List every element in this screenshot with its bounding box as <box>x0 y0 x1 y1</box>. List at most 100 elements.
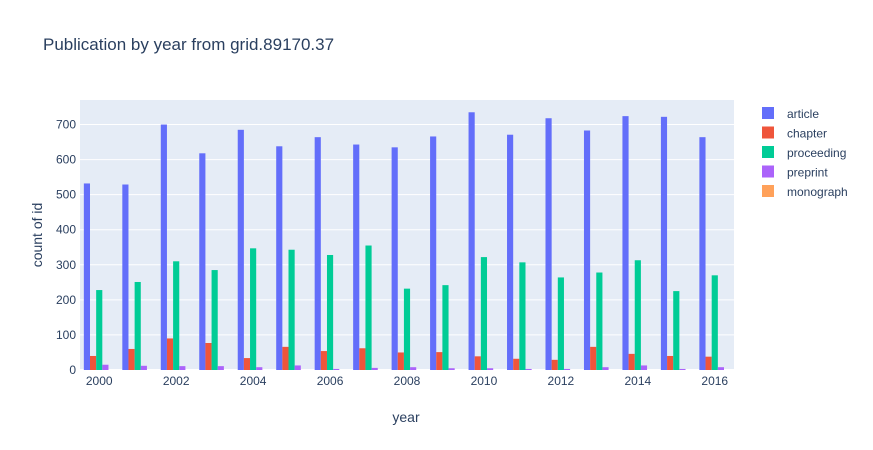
bar-proceeding[interactable] <box>135 282 141 370</box>
bar-chapter[interactable] <box>513 359 519 370</box>
bar-article[interactable] <box>392 147 398 370</box>
bar-chapter[interactable] <box>552 360 558 370</box>
bar-article[interactable] <box>584 131 590 370</box>
legend-swatch <box>762 185 774 197</box>
y-tick-label: 100 <box>56 328 76 342</box>
x-tick-label: 2012 <box>548 374 575 388</box>
bar-preprint[interactable] <box>525 369 531 370</box>
bar-chapter[interactable] <box>629 354 635 370</box>
bar-chapter[interactable] <box>167 338 173 370</box>
bar-proceeding[interactable] <box>96 290 102 370</box>
bar-proceeding[interactable] <box>173 261 179 370</box>
x-axis-title: year <box>392 409 420 425</box>
bar-proceeding[interactable] <box>442 285 448 370</box>
bar-preprint[interactable] <box>718 367 724 370</box>
bar-article[interactable] <box>353 145 359 370</box>
bar-preprint[interactable] <box>410 367 416 370</box>
bar-preprint[interactable] <box>679 369 685 370</box>
bar-article[interactable] <box>699 137 705 370</box>
bar-preprint[interactable] <box>256 367 262 370</box>
bar-proceeding[interactable] <box>712 275 718 370</box>
legend[interactable]: article chapter proceeding preprint monograp… <box>762 107 848 199</box>
bar-chapter[interactable] <box>282 347 288 370</box>
bar-article[interactable] <box>122 185 128 370</box>
x-tick-label: 2004 <box>240 374 267 388</box>
bar-article[interactable] <box>238 130 244 370</box>
bar-chapter[interactable] <box>590 347 596 370</box>
x-tick-label: 2014 <box>624 374 651 388</box>
bar-chapter[interactable] <box>244 358 250 370</box>
bar-proceeding[interactable] <box>404 289 410 370</box>
x-tick-label: 2006 <box>317 374 344 388</box>
legend-label: proceeding <box>787 146 846 160</box>
bar-article[interactable] <box>469 112 475 370</box>
legend-label: monograph <box>787 185 848 199</box>
bar-article[interactable] <box>507 135 513 370</box>
y-axis-title: count of id <box>29 203 45 268</box>
bar-chapter[interactable] <box>436 352 442 370</box>
bar-proceeding[interactable] <box>673 291 679 370</box>
bar-preprint[interactable] <box>641 365 647 370</box>
bar-preprint[interactable] <box>602 367 608 370</box>
legend-item-article[interactable]: article <box>762 107 819 121</box>
bar-chapter[interactable] <box>90 356 96 370</box>
bar-preprint[interactable] <box>218 366 224 370</box>
bar-article[interactable] <box>430 136 436 370</box>
legend-swatch <box>762 146 774 158</box>
y-tick-label: 600 <box>56 153 76 167</box>
bar-article[interactable] <box>84 183 90 370</box>
legend-label: chapter <box>787 127 827 141</box>
bar-article[interactable] <box>315 137 321 370</box>
bar-chapter[interactable] <box>205 343 211 370</box>
bar-article[interactable] <box>276 146 282 370</box>
bar-proceeding[interactable] <box>250 248 256 370</box>
y-tick-label: 700 <box>56 118 76 132</box>
bar-preprint[interactable] <box>295 365 301 370</box>
legend-item-preprint[interactable]: preprint <box>762 166 828 180</box>
bar-article[interactable] <box>199 153 205 370</box>
x-tick-label: 2010 <box>471 374 498 388</box>
bar-chapter[interactable] <box>321 351 327 370</box>
bar-proceeding[interactable] <box>365 246 371 370</box>
bar-proceeding[interactable] <box>635 260 641 370</box>
bar-chapter[interactable] <box>475 356 481 370</box>
x-tick-label: 2000 <box>86 374 113 388</box>
bar-preprint[interactable] <box>179 366 185 370</box>
x-tick-label: 2016 <box>701 374 728 388</box>
legend-item-proceeding[interactable]: proceeding <box>762 146 846 160</box>
x-axis-ticks: 200020022004200620082010201220142016 <box>86 374 729 388</box>
bar-proceeding[interactable] <box>289 250 295 370</box>
bar-article[interactable] <box>661 117 667 370</box>
bar-proceeding[interactable] <box>596 273 602 370</box>
bar-preprint[interactable] <box>141 366 147 370</box>
y-tick-label: 0 <box>69 363 76 377</box>
legend-label: article <box>787 107 819 121</box>
bar-chapter[interactable] <box>398 352 404 370</box>
legend-label: preprint <box>787 166 828 180</box>
legend-swatch <box>762 107 774 119</box>
bar-chapter[interactable] <box>128 349 134 370</box>
bar-article[interactable] <box>161 125 167 370</box>
bar-preprint[interactable] <box>333 369 339 370</box>
bar-proceeding[interactable] <box>519 262 525 370</box>
bar-article[interactable] <box>545 118 551 370</box>
bar-chapter[interactable] <box>359 348 365 370</box>
legend-item-monograph[interactable]: monograph <box>762 185 848 199</box>
bar-chapter[interactable] <box>706 357 712 370</box>
y-tick-label: 300 <box>56 258 76 272</box>
bar-proceeding[interactable] <box>558 277 564 370</box>
bar-proceeding[interactable] <box>481 257 487 370</box>
bar-preprint[interactable] <box>372 368 378 370</box>
bar-preprint[interactable] <box>449 368 455 370</box>
bar-preprint[interactable] <box>102 365 108 370</box>
bar-preprint[interactable] <box>564 369 570 370</box>
x-tick-label: 2008 <box>394 374 421 388</box>
legend-swatch <box>762 166 774 178</box>
bar-preprint[interactable] <box>487 368 493 370</box>
bar-chapter[interactable] <box>667 356 673 370</box>
legend-item-chapter[interactable]: chapter <box>762 127 827 141</box>
bar-proceeding[interactable] <box>327 255 333 370</box>
bar-article[interactable] <box>622 116 628 370</box>
bar-proceeding[interactable] <box>212 270 218 370</box>
